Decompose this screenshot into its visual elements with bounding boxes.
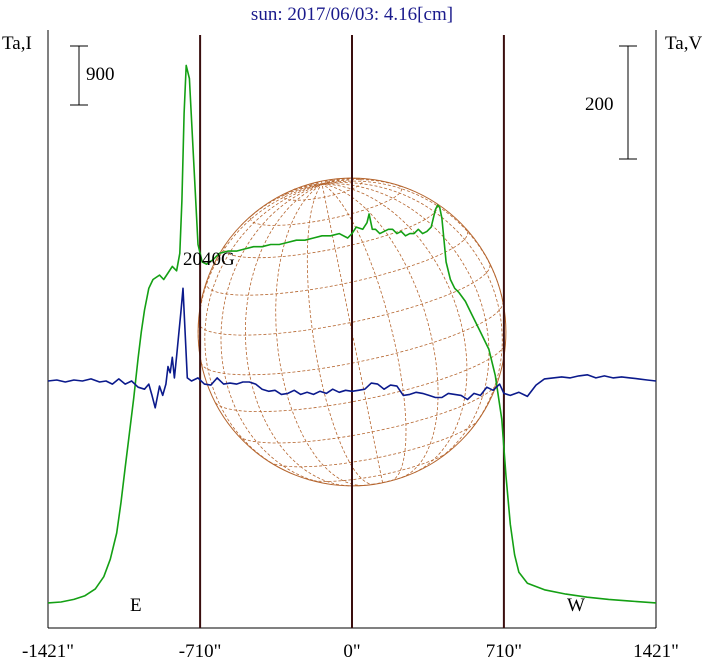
longitude-line bbox=[321, 183, 468, 473]
left-axis-label: Ta,I bbox=[2, 33, 32, 54]
longitude-line bbox=[321, 183, 407, 482]
x-tick-label: 0" bbox=[343, 641, 360, 662]
scale-bars bbox=[70, 45, 637, 160]
x-tick-label: -1421" bbox=[22, 641, 74, 662]
longitude-line bbox=[306, 183, 375, 485]
latitude-line bbox=[269, 419, 479, 468]
x-tick-labels: -1421" -710" 0" 710" 1421" bbox=[22, 641, 679, 662]
solar-disk-grid bbox=[197, 177, 507, 487]
latitude-line bbox=[223, 202, 438, 259]
longitude-line bbox=[321, 183, 439, 478]
longitude-line bbox=[321, 182, 503, 434]
latitude-line bbox=[215, 343, 506, 412]
longitude-line bbox=[321, 178, 338, 185]
longitude-line bbox=[275, 183, 363, 486]
limb-marker-west: W bbox=[567, 595, 585, 616]
chart-title: sun: 2017/06/03: 4.16[cm] bbox=[251, 4, 453, 25]
limb-marker-east: E bbox=[130, 595, 142, 616]
right-axis-label: Ta,V bbox=[665, 33, 702, 54]
longitude-line bbox=[197, 183, 323, 363]
longitude-line bbox=[204, 183, 323, 471]
annotation-label: 2040G bbox=[183, 249, 235, 270]
x-tick-label: 1421" bbox=[633, 641, 679, 662]
latitude-line bbox=[198, 262, 491, 336]
longitude-line bbox=[321, 179, 328, 185]
right-scale-bar-label: 200 bbox=[585, 94, 614, 115]
longitude-line bbox=[321, 178, 370, 185]
x-tick-label: -710" bbox=[179, 641, 222, 662]
latitude-line bbox=[205, 228, 469, 296]
chart-labels: sun: 2017/06/03: 4.16[cm] Ta,I Ta,V 900 … bbox=[2, 4, 702, 616]
longitude-line bbox=[321, 183, 490, 463]
longitude-line bbox=[321, 179, 413, 191]
longitude-line bbox=[275, 183, 323, 199]
longitude-line bbox=[220, 183, 328, 485]
left-scale-bar-label: 900 bbox=[86, 64, 115, 85]
series-V-line bbox=[47, 287, 657, 409]
latitude-line bbox=[250, 184, 402, 226]
series-lines bbox=[47, 64, 657, 604]
series-I-line bbox=[47, 64, 657, 604]
x-tick-label: 710" bbox=[486, 641, 522, 662]
longitude-line bbox=[245, 183, 349, 487]
vertical-reference-lines bbox=[199, 35, 505, 628]
longitude-line bbox=[240, 183, 323, 226]
longitude-line bbox=[321, 181, 323, 185]
longitude-line bbox=[305, 183, 323, 186]
longitude-line bbox=[321, 184, 383, 483]
